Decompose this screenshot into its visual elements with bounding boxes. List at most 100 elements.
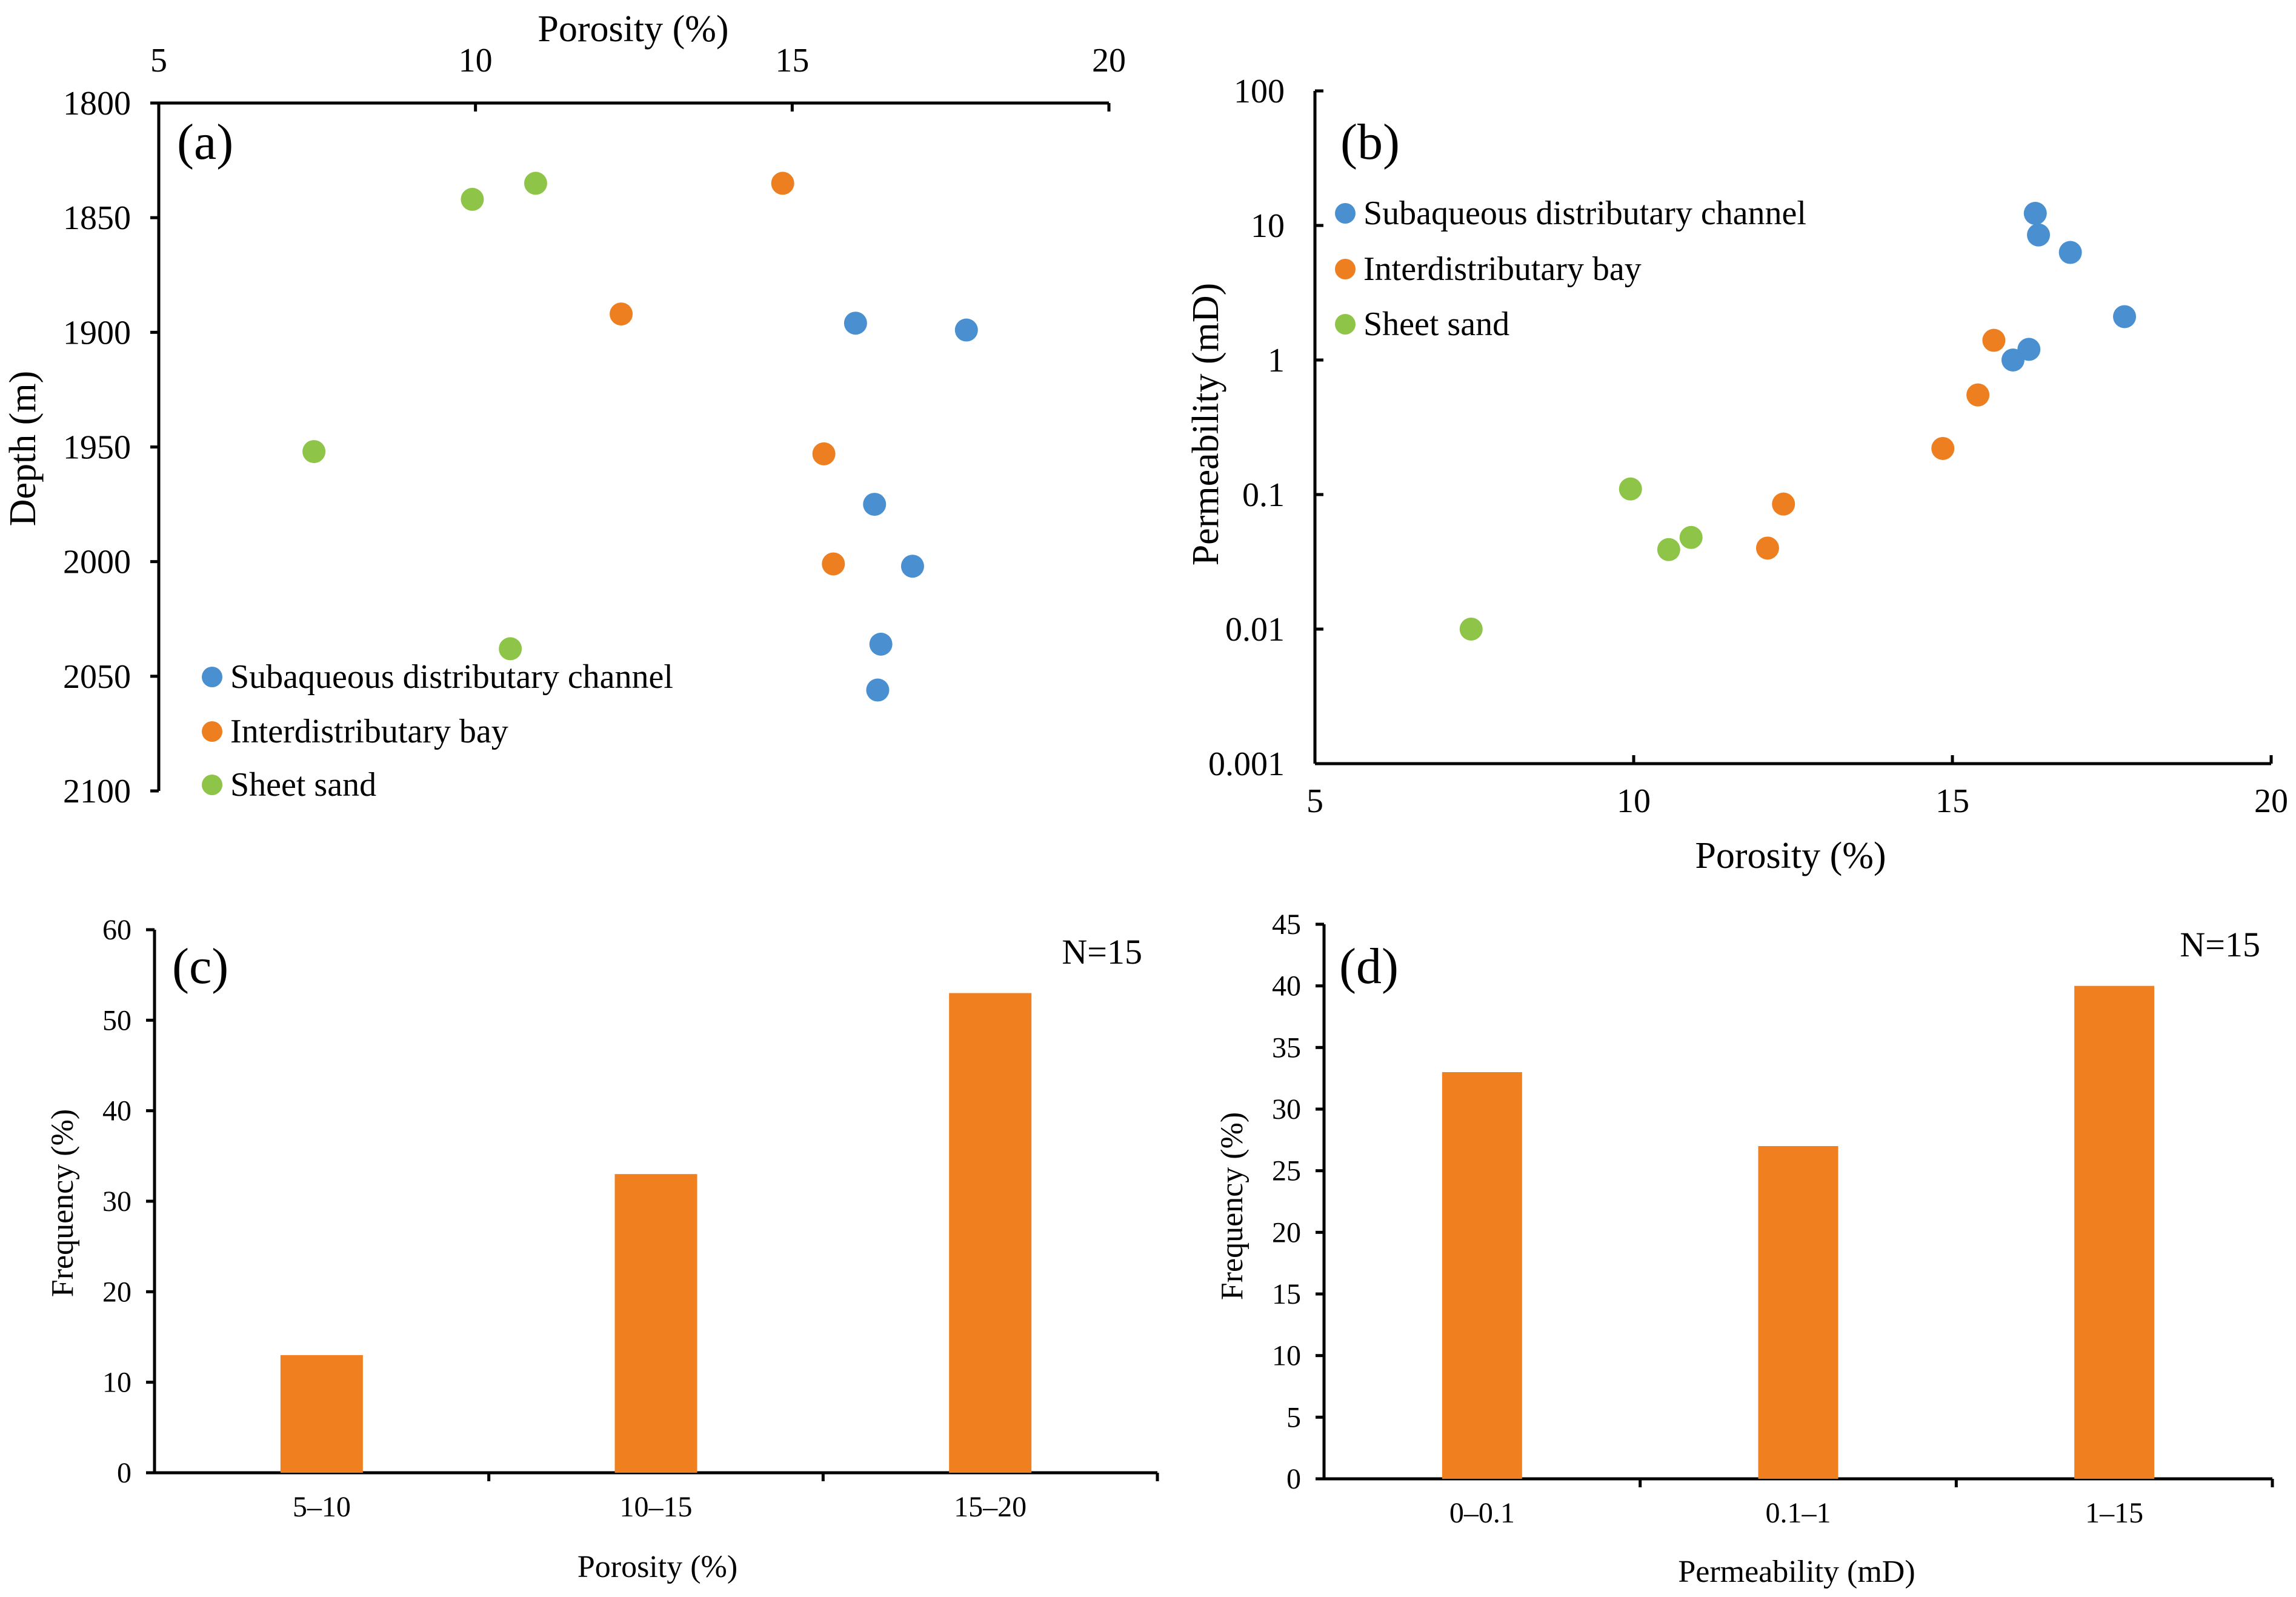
panel-d-bar — [1442, 1072, 1522, 1479]
panel-b-point-bay — [1755, 536, 1779, 560]
panel-d-y-tick-label: 10 — [1272, 1340, 1301, 1372]
panel-b-point-sheet — [1459, 618, 1483, 641]
panel-d-x-tick-label: 1–15 — [2085, 1497, 2143, 1529]
panel-b-point-channel — [2027, 223, 2051, 247]
panel-a-legend-marker-bay — [202, 721, 222, 742]
panel-c-sample-count: N=15 — [1062, 932, 1142, 972]
panel-b-y-axis-title: Permeability (mD) — [1185, 283, 1226, 566]
panel-d-bar — [2074, 985, 2155, 1479]
panel-b-point-sheet — [1679, 525, 1703, 549]
panel-b-legend-label: Sheet sand — [1363, 305, 1509, 343]
panel-c-x-tick-label: 10–15 — [620, 1491, 693, 1523]
panel-d-label: (d) — [1339, 938, 1399, 995]
panel-d-bar — [1758, 1146, 1838, 1479]
panel-a-point-sheet — [302, 440, 326, 464]
panel-c-bar — [614, 1174, 697, 1473]
panel-b-y-tick-label: 1 — [1268, 342, 1285, 379]
panel-b-axes: 5 10 15 20 0.001 0.01 0.1 1 10 100 — [1208, 73, 2288, 820]
panel-c-y-tick-label: 50 — [102, 1004, 131, 1036]
panel-d-y-tick-label: 30 — [1272, 1093, 1301, 1125]
panel-b-points — [1459, 202, 2137, 641]
panel-a-legend-marker-channel — [202, 667, 222, 687]
panel-a-y-tick-label: 1950 — [63, 429, 131, 467]
panel-a-x-tick-label: 5 — [150, 42, 167, 79]
panel-c-y-tick-label: 40 — [102, 1095, 131, 1127]
panel-b-y-tick-label: 0.1 — [1242, 476, 1285, 514]
panel-a-x-axis-title: Porosity (%) — [537, 8, 728, 50]
panel-d-sample-count: N=15 — [2180, 925, 2260, 964]
panel-a-point-channel — [869, 632, 893, 656]
panel-b-legend-label: Subaqueous distributary channel — [1363, 195, 1806, 232]
panel-b-legend-marker-sheet — [1335, 314, 1356, 335]
panel-a-y-tick-label: 2000 — [63, 544, 131, 581]
panel-a-point-bay — [822, 552, 845, 576]
panel-a-y-tick-label: 2050 — [63, 658, 131, 696]
panel-b-y-tick-label: 100 — [1234, 73, 1285, 110]
panel-d-x-axis-title: Permeability (mD) — [1678, 1555, 1915, 1589]
panel-a-point-bay — [812, 442, 836, 465]
panel-a-point-channel — [900, 555, 924, 578]
panel-c-label: (c) — [172, 938, 228, 995]
panel-a-legend-label: Subaqueous distributary channel — [230, 658, 673, 696]
panel-b-x-tick-label: 15 — [1935, 782, 1969, 820]
panel-a-y-tick-label: 1900 — [63, 314, 131, 352]
panel-d-y-tick-label: 0 — [1286, 1463, 1301, 1495]
panel-a-legend-label: Sheet sand — [230, 766, 376, 804]
panel-b-label: (b) — [1340, 114, 1400, 170]
panel-d-x-tick-label: 0.1–1 — [1766, 1497, 1831, 1529]
panel-c-x-tick-label: 15–20 — [954, 1491, 1027, 1523]
panel-b-y-tick-label: 10 — [1251, 207, 1285, 245]
panel-d-y-tick-label: 15 — [1272, 1278, 1301, 1310]
panel-b-x-tick-label: 20 — [2254, 782, 2288, 820]
panel-b-x-tick-label: 5 — [1306, 782, 1323, 820]
panel-b-legend-label: Interdistributary bay — [1363, 250, 1642, 288]
panel-c-porosity-frequency: 0 10 20 30 40 50 60 5–10 10–15 15–20 (c) N=15 Por… — [45, 914, 1159, 1584]
panel-b-point-bay — [1982, 328, 2006, 352]
panel-a-point-sheet — [524, 172, 547, 195]
panel-a-point-sheet — [461, 187, 484, 211]
panel-c-y-tick-label: 20 — [102, 1276, 131, 1308]
panel-c-bar — [280, 1355, 363, 1473]
panel-a-legend-label: Interdistributary bay — [230, 713, 508, 750]
panel-b-point-bay — [1931, 436, 1955, 460]
panel-d-y-tick-label: 25 — [1272, 1155, 1301, 1187]
panel-b-legend: Subaqueous distributary channel Interdist… — [1335, 195, 1806, 343]
panel-c-bar — [949, 993, 1032, 1473]
panel-c-x-axis-title: Porosity (%) — [577, 1550, 737, 1584]
panel-a-x-tick-label: 15 — [775, 42, 809, 79]
panel-b-legend-marker-bay — [1335, 259, 1356, 279]
panel-a-point-bay — [610, 302, 633, 326]
panel-b-legend-marker-channel — [1335, 203, 1356, 224]
panel-a-legend: Subaqueous distributary channel Interdist… — [202, 658, 673, 804]
panel-a-point-sheet — [499, 637, 522, 661]
panel-d-permeability-frequency: 0 5 10 15 20 25 30 35 40 45 0–0.1 0.1–1 1–15 (d) N=1… — [1215, 909, 2274, 1589]
panel-a-point-channel — [863, 493, 887, 516]
panel-b-point-sheet — [1619, 477, 1642, 501]
panel-d-x-tick-label: 0–0.1 — [1449, 1497, 1515, 1529]
panel-b-y-tick-label: 0.001 — [1208, 745, 1285, 783]
panel-d-y-tick-label: 35 — [1272, 1032, 1301, 1064]
panel-d-bars — [1442, 985, 2155, 1479]
panel-a-point-channel — [844, 312, 867, 335]
panel-b-point-bay — [1966, 383, 1990, 407]
panel-d-y-tick-label: 40 — [1272, 970, 1301, 1002]
panel-a-x-tick-label: 20 — [1092, 42, 1126, 79]
panel-b-x-axis-title: Porosity (%) — [1695, 835, 1886, 876]
panel-c-x-tick-label: 5–10 — [293, 1491, 351, 1523]
panel-a-axes: 5 10 15 20 1800 1850 1900 1950 2000 2050 2100 — [63, 42, 1126, 810]
panel-a-points — [302, 172, 978, 702]
panel-a-point-bay — [771, 172, 794, 195]
panel-a-y-tick-label: 1800 — [63, 85, 131, 122]
panel-c-bars — [280, 993, 1032, 1473]
panel-a-y-tick-label: 2100 — [63, 773, 131, 810]
panel-a-legend-marker-sheet — [202, 775, 222, 795]
panel-b-point-channel — [2001, 348, 2025, 372]
panel-a-y-tick-label: 1850 — [63, 199, 131, 237]
panel-b-point-channel — [2113, 305, 2137, 328]
panel-a-y-axis-title: Depth (m) — [2, 371, 44, 527]
panel-b-x-tick-label: 10 — [1617, 782, 1651, 820]
panel-a-point-channel — [866, 678, 890, 702]
panel-c-y-tick-label: 60 — [102, 914, 131, 946]
